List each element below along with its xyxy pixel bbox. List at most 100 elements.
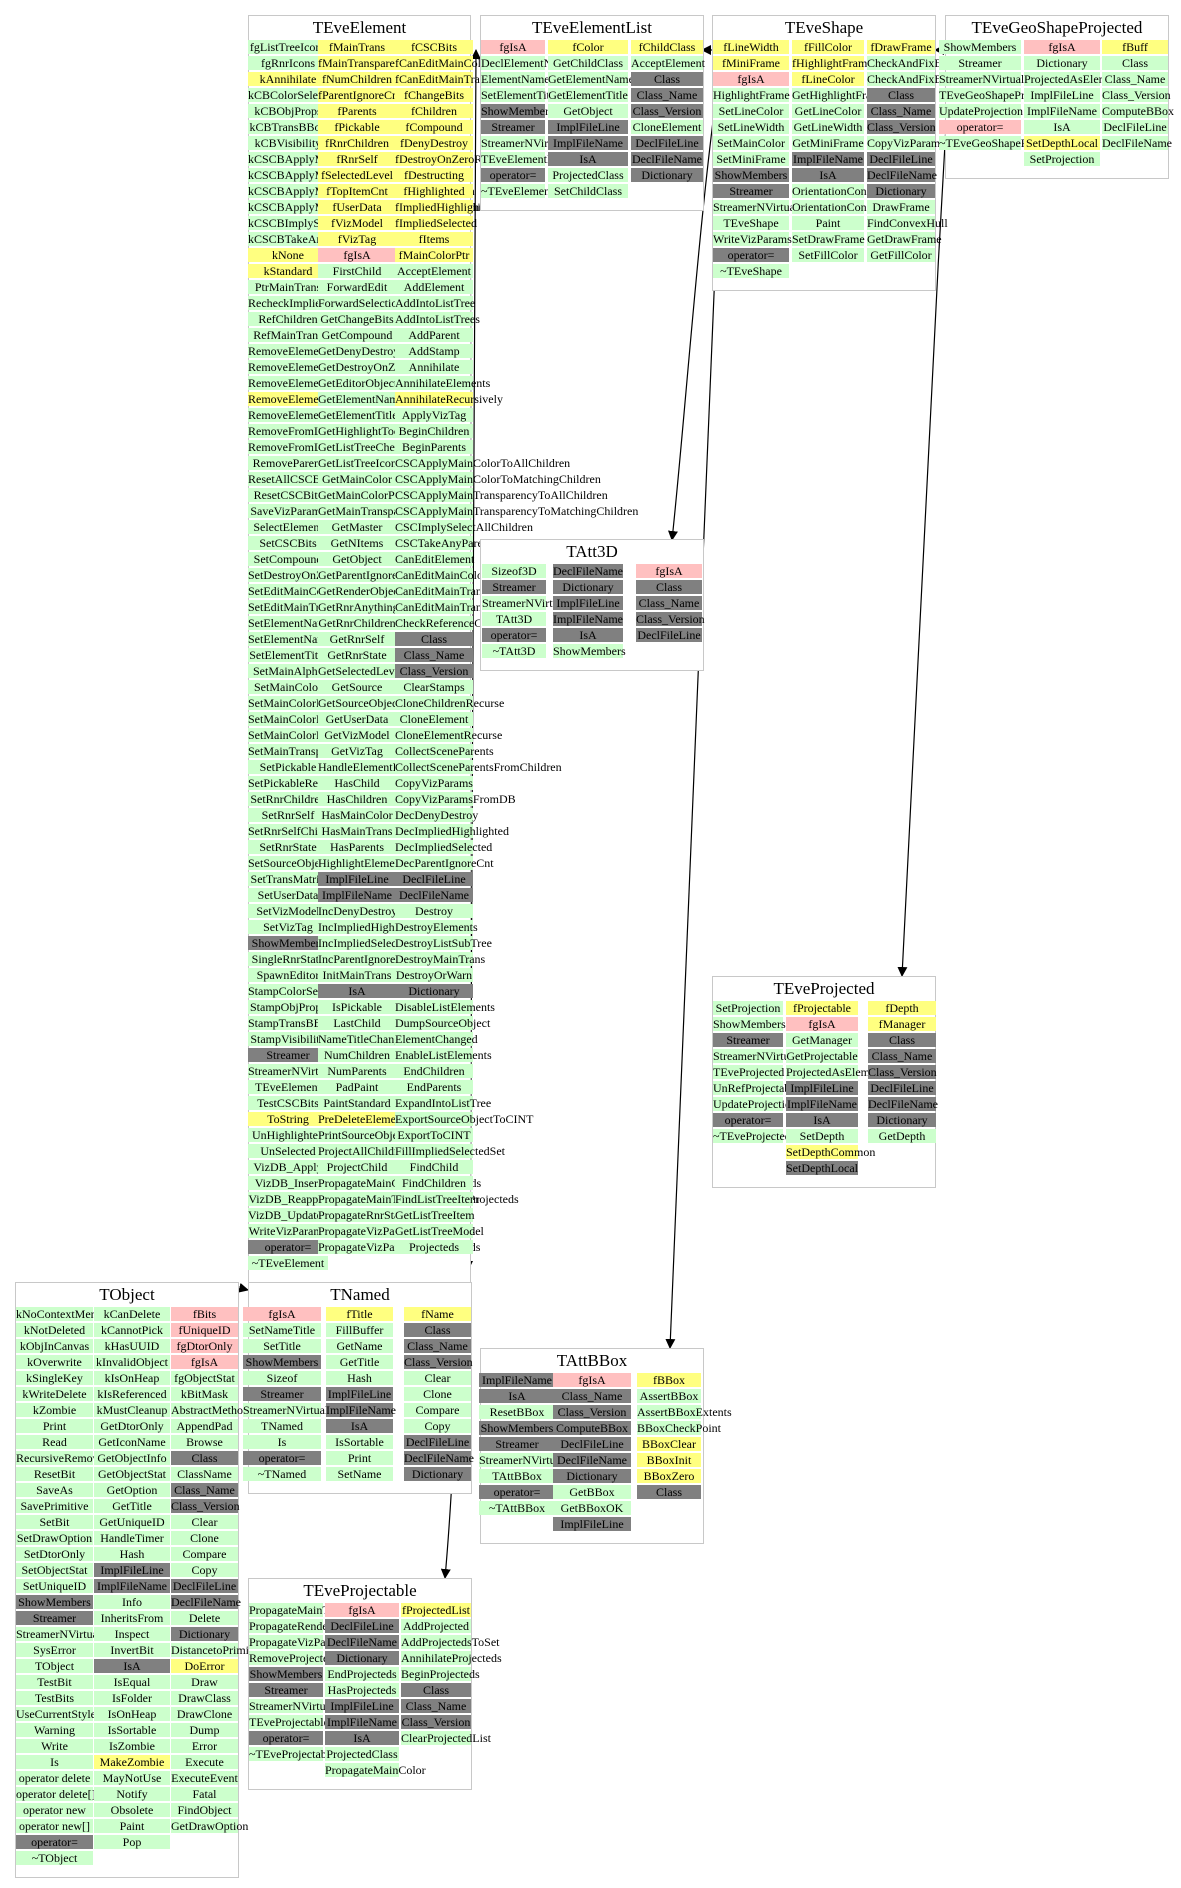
member-getmaster: GetMaster (318, 520, 396, 534)
member-class: Class (401, 1683, 471, 1697)
member-operator: operator= (713, 248, 789, 262)
member-columns: ImplFileName IsA ResetBBox ShowMembers Strea… (479, 1373, 732, 1533)
member-findconvexhull: FindConvexHull (867, 216, 948, 230)
member-dictionary: Dictionary (868, 1113, 936, 1127)
member-endparents: EndParents (395, 1080, 473, 1094)
member-streamernvirtual: StreamerNVirtual (479, 1453, 565, 1467)
member-class-name: Class_Name (401, 1699, 471, 1713)
member-classname: ClassName (171, 1467, 238, 1481)
member-teveelementlist: TEveElementList (481, 152, 566, 166)
class-box-tevegeoshapeprojected: TEveGeoShapeProjected ShowMembers Streamer… (939, 15, 1174, 179)
member-declfileline: DeclFileLine (325, 1619, 399, 1633)
member-isa: IsA (326, 1419, 393, 1433)
member-showmembers: ShowMembers (713, 168, 789, 182)
member-kcbobjprops: kCBObjProps (248, 104, 328, 118)
member-drawclone: DrawClone (171, 1707, 238, 1721)
member-lastchild: LastChild (318, 1016, 396, 1030)
class-title: TAtt3D (566, 542, 618, 561)
member-projectallchildren: ProjectAllChildren (318, 1144, 410, 1158)
member-removeelementlocal: RemoveElementLocal (248, 360, 356, 374)
member-geticonname: GetIconName (94, 1435, 170, 1449)
member-getlisttreecheckboxes: GetListTreeCheckBoxes (318, 440, 437, 454)
member-clonechildrenrecurse: CloneChildrenRecurse (395, 696, 505, 710)
member-setdrawframe: SetDrawFrame (792, 232, 865, 246)
member-class: Class (636, 580, 702, 594)
member-fmaintrans: fMainTrans (318, 40, 396, 54)
member-copyvizparamsfromdb: CopyVizParamsFromDB (395, 792, 516, 806)
member-vizdb-apply: VizDB_Apply (248, 1160, 328, 1174)
member-fcaneditmaincolor: fCanEditMainColor (395, 56, 491, 70)
member-maynotuse: MayNotUse (94, 1771, 170, 1785)
member-dictionary: Dictionary (1024, 56, 1100, 70)
member-implfileline: ImplFileLine (325, 1699, 399, 1713)
member-isa: IsA (786, 1113, 858, 1127)
member-setdepthcommon: SetDepthCommon (786, 1145, 876, 1159)
member-getbboxok: GetBBoxOK (553, 1501, 631, 1515)
member-column: fColor GetChildClass GetElementName GetElem… (548, 40, 634, 200)
member-setdepthlocal: SetDepthLocal (786, 1161, 858, 1175)
member-setmaincolorptr: SetMainColorPtr (248, 712, 331, 726)
member-makezombie: MakeZombie (94, 1755, 170, 1769)
member-propagatevizparams: PropagateVizParams (249, 1635, 349, 1649)
member-showmembers: ShowMembers (16, 1595, 93, 1609)
member-writevizparams: WriteVizParams (713, 232, 792, 246)
member-abstractmethod: AbstractMethod (171, 1403, 249, 1417)
member-getrnranything: GetRnrAnything (318, 600, 399, 614)
member-setviztag: SetVizTag (248, 920, 328, 934)
member-fdepth: fDepth (868, 1001, 936, 1015)
member-findchildren: FindChildren (395, 1176, 473, 1190)
member-operator-new: operator new[] (16, 1819, 93, 1833)
member-usecurrentstyle: UseCurrentStyle (16, 1707, 96, 1721)
member-issortable: IsSortable (94, 1723, 170, 1737)
member-implfilename: ImplFileName (318, 888, 396, 902)
member-implfileline: ImplFileLine (1024, 88, 1100, 102)
member-executeevent: ExecuteEvent (171, 1771, 238, 1785)
member-class-version: Class_Version (868, 1065, 937, 1079)
member-kobjincanvas: kObjInCanvas (16, 1339, 93, 1353)
member-implfileline: ImplFileLine (553, 596, 623, 610)
member-streamernvirtual: StreamerNVirtual (243, 1403, 329, 1417)
member-operator: operator= (479, 1485, 555, 1499)
member-streamernvirtual: StreamerNVirtual (482, 596, 568, 610)
member-saveprimitive: SavePrimitive (16, 1499, 93, 1513)
class-box-tobject: TObject kNoContextMenu kNotDeleted kObjInCa… (15, 1282, 267, 1878)
member-operator-delete: operator delete (16, 1771, 93, 1785)
member-kcscbapplymaincolortomatchingchildren: kCSCBApplyMainColorToMatchingChildren (248, 168, 468, 182)
member-findlisttreeitem: FindListTreeItem (395, 1192, 480, 1206)
member-copyvizparams: CopyVizParams (867, 136, 945, 150)
member-setfillcolor: SetFillColor (792, 248, 864, 262)
member-fgisa: fgIsA (1024, 40, 1100, 54)
member-fgisa: fgIsA (318, 248, 396, 262)
member-column: fCSCBits fCanEditMainColor fCanEditMainTra… (395, 40, 638, 1256)
member-tostring: ToString (248, 1112, 328, 1126)
member-issortable: IsSortable (326, 1435, 393, 1449)
member-implfileline: ImplFileLine (548, 120, 628, 134)
member-getrnrself: GetRnrSelf (318, 632, 396, 646)
member-sizeof: Sizeof (243, 1371, 321, 1385)
member-streamer: Streamer (16, 1611, 93, 1625)
member-showmembers: ShowMembers (481, 104, 554, 118)
member-streamernvirtual: StreamerNVirtual (713, 200, 799, 214)
member-drawclass: DrawClass (171, 1691, 238, 1705)
member-destroyorwarn: DestroyOrWarn (395, 968, 473, 982)
member-getlisttreeitem: GetListTreeItem (395, 1208, 475, 1222)
member-fuserdata: fUserData (318, 200, 396, 214)
member-declfileline: DeclFileLine (867, 152, 935, 166)
member-getvizmodel: GetVizModel (318, 728, 396, 742)
member-setvizmodel: SetVizModel (248, 904, 328, 918)
member-getlinewidth: GetLineWidth (792, 120, 864, 134)
member-showmembers: ShowMembers (249, 1667, 323, 1681)
member-streamernvirtual: StreamerNVirtual (939, 72, 1025, 86)
member-class: Class (868, 1033, 936, 1047)
member-vizdb-reapply: VizDB_Reapply (248, 1192, 328, 1206)
member-streamernvirtual: StreamerNVirtual (249, 1699, 335, 1713)
member-initmaintrans: InitMainTrans (318, 968, 396, 982)
member-cloneelement: CloneElement (631, 120, 703, 134)
member-fcompound: fCompound (395, 120, 473, 134)
member-declfilename: DeclFileName (867, 168, 937, 182)
member-elementchanged: ElementChanged (395, 1032, 478, 1046)
member-setdtoronly: SetDtorOnly (16, 1547, 93, 1561)
member-removeprojected: RemoveProjected (249, 1651, 335, 1665)
member-fbuff: fBuff (1102, 40, 1168, 54)
member-setprojection: SetProjection (713, 1001, 783, 1015)
